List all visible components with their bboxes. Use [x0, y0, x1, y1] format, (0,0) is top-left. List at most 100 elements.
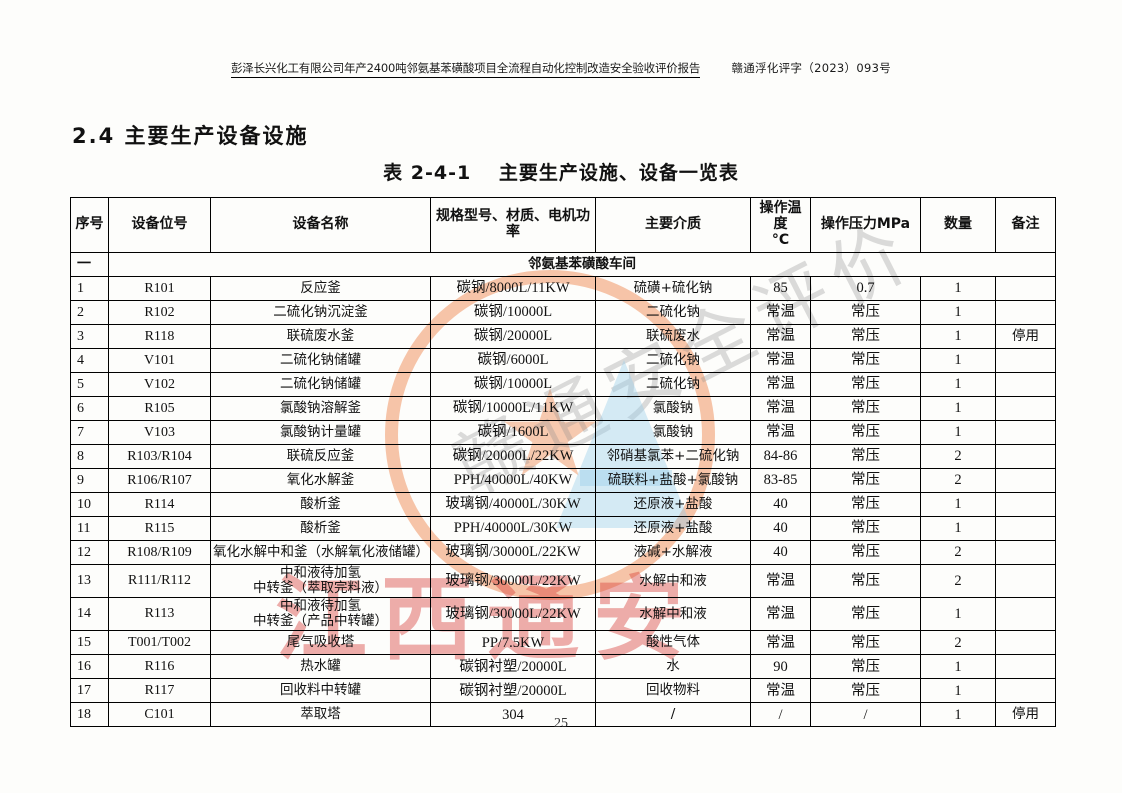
- cell-tag: R103/R104: [108, 444, 211, 469]
- cell-quantity: 1: [920, 420, 996, 445]
- cell-quantity: 1: [920, 654, 996, 680]
- cell-tag: R111/R112: [108, 563, 211, 599]
- cell-tag: V103: [108, 420, 211, 445]
- cell-index: 7: [70, 420, 109, 445]
- cell-remark: [995, 516, 1056, 541]
- cell-temperature: 40: [750, 492, 811, 517]
- header-document-number: 赣通浮化评字（2023）093号: [731, 61, 891, 75]
- cell-name: 尾气吸收塔: [210, 630, 431, 656]
- cell-medium: 二硫化钠: [595, 372, 751, 397]
- cell-medium: 水解中和液: [595, 563, 751, 599]
- table-caption-number: 表 2-4-1: [383, 162, 472, 184]
- cell-medium: 酸性气体: [595, 630, 751, 656]
- cell-index: 10: [70, 492, 109, 517]
- cell-remark: [995, 540, 1056, 565]
- cell-remark: [995, 630, 1056, 656]
- cell-spec: 碳钢/8000L/11KW: [430, 276, 596, 301]
- cell-spec: 碳钢/10000L: [430, 372, 596, 397]
- col-header-quantity: 数量: [920, 197, 996, 253]
- cell-medium: 二硫化钠: [595, 300, 751, 325]
- col-header-spec-l2: 率: [506, 224, 520, 240]
- cell-medium: 水: [595, 654, 751, 680]
- cell-name: 反应釜: [210, 276, 431, 301]
- cell-quantity: 1: [920, 276, 996, 301]
- cell-tag: V101: [108, 348, 211, 373]
- cell-pressure: 常压: [810, 597, 921, 632]
- cell-tag: R113: [108, 597, 211, 632]
- cell-index: 11: [70, 516, 109, 541]
- cell-medium: 还原液+盐酸: [595, 492, 751, 517]
- cell-index: 12: [70, 540, 109, 565]
- cell-name: 酸析釜: [210, 492, 431, 517]
- cell-remark: [995, 468, 1056, 493]
- table-row: 13 R111/R112 中和液待加氢 中转釜（萃取完料液） 玻璃钢/30000L/22…: [70, 563, 1056, 599]
- cell-temperature: 常温: [750, 563, 811, 599]
- cell-temperature: 85: [750, 276, 811, 301]
- cell-name: 回收料中转罐: [210, 678, 431, 704]
- cell-temperature: 常温: [750, 300, 811, 325]
- cell-medium: 水解中和液: [595, 597, 751, 632]
- cell-spec: 碳钢衬塑/20000L: [430, 678, 596, 704]
- cell-tag: R117: [108, 678, 211, 704]
- cell-quantity: 2: [920, 540, 996, 565]
- col-header-pressure: 操作压力MPa: [810, 197, 921, 253]
- cell-tag: T001/T002: [108, 630, 211, 656]
- col-header-remark: 备注: [995, 197, 1056, 253]
- cell-pressure: 常压: [810, 654, 921, 680]
- cell-remark: [995, 372, 1056, 397]
- cell-medium: 邻硝基氯苯+二硫化钠: [595, 444, 751, 469]
- table-body: 一邻氨基苯磺酸车间 1 R101 反应釜 碳钢/8000L/11KW 硫磺+硫化钠 85 0.…: [70, 252, 1056, 728]
- cell-spec: 玻璃钢/30000L/22KW: [430, 597, 596, 632]
- cell-index: 2: [70, 300, 109, 325]
- cell-quantity: 1: [920, 348, 996, 373]
- cell-temperature: 84-86: [750, 444, 811, 469]
- cell-spec: 碳钢/20000L: [430, 324, 596, 349]
- cell-tag: R114: [108, 492, 211, 517]
- cell-quantity: 2: [920, 563, 996, 599]
- cell-index: 14: [70, 597, 109, 632]
- cell-temperature: 40: [750, 516, 811, 541]
- cell-temperature: 常温: [750, 630, 811, 656]
- cell-index: 4: [70, 348, 109, 373]
- cell-quantity: 1: [920, 597, 996, 632]
- col-header-temp-l1: 操作温: [759, 200, 802, 217]
- cell-temperature: 40: [750, 540, 811, 565]
- cell-spec: 碳钢衬塑/20000L: [430, 654, 596, 680]
- cell-tag: R101: [108, 276, 211, 301]
- cell-pressure: 常压: [810, 372, 921, 397]
- cell-temperature: 90: [750, 654, 811, 680]
- cell-index: 1: [70, 276, 109, 301]
- cell-pressure: 常压: [810, 420, 921, 445]
- equipment-table-wrapper: 序号 设备位号 设备名称 规格型号、材质、电机功 率 主要介质 操作温 度 °C…: [70, 197, 1056, 728]
- cell-quantity: 1: [920, 516, 996, 541]
- cell-tag: R102: [108, 300, 211, 325]
- table-row: 17 R117 回收料中转罐 碳钢衬塑/20000L 回收物料 常温 常压 1: [70, 678, 1056, 704]
- table-row: 10 R114 酸析釜 玻璃钢/40000L/30KW 还原液+盐酸 40 常压 1: [70, 492, 1056, 517]
- cell-name-line-1: 中和液待加氢: [280, 598, 361, 615]
- table-row: 14 R113 中和液待加氢 中转釜（产品中转罐） 玻璃钢/30000L/22KW 水解中…: [70, 597, 1056, 632]
- cell-pressure: 常压: [810, 492, 921, 517]
- table-header-row: 序号 设备位号 设备名称 规格型号、材质、电机功 率 主要介质 操作温 度 °C…: [70, 197, 1056, 253]
- cell-tag: R116: [108, 654, 211, 680]
- cell-temperature: 83-85: [750, 468, 811, 493]
- cell-index: 6: [70, 396, 109, 421]
- cell-pressure: /: [810, 702, 921, 728]
- cell-quantity: 1: [920, 702, 996, 728]
- cell-tag: R108/R109: [108, 540, 211, 565]
- cell-pressure: 常压: [810, 678, 921, 704]
- header-report-title: 彭泽长兴化工有限公司年产2400吨邻氨基苯磺酸项目全流程自动化控制改造安全验收评…: [231, 60, 700, 78]
- cell-remark: [995, 654, 1056, 680]
- cell-quantity: 1: [920, 678, 996, 704]
- cell-medium: 二硫化钠: [595, 348, 751, 373]
- cell-quantity: 2: [920, 444, 996, 469]
- cell-medium: /: [595, 702, 751, 728]
- cell-name: 二硫化钠储罐: [210, 348, 431, 373]
- cell-remark: [995, 492, 1056, 517]
- cell-name-line-2: 中转釜（萃取完料液）: [253, 580, 388, 597]
- cell-remark: 停用: [995, 702, 1056, 728]
- cell-index: 8: [70, 444, 109, 469]
- cell-name: 中和液待加氢 中转釜（萃取完料液）: [210, 563, 431, 599]
- cell-spec: 碳钢/6000L: [430, 348, 596, 373]
- table-row: 4 V101 二硫化钠储罐 碳钢/6000L 二硫化钠 常温 常压 1: [70, 348, 1056, 373]
- cell-remark: [995, 276, 1056, 301]
